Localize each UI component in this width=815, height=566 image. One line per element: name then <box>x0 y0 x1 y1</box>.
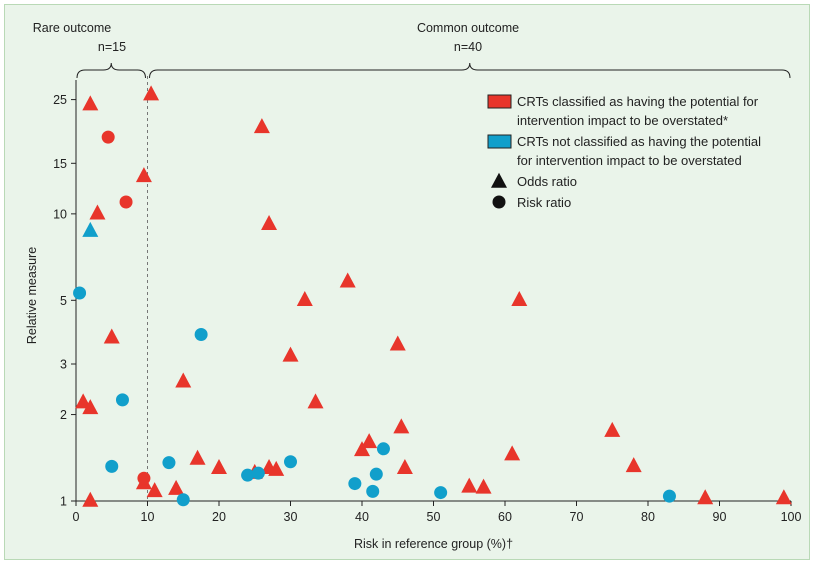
group-count-rare: n=15 <box>98 40 126 54</box>
overstated-odds-ratio-point <box>775 489 792 505</box>
x-tick-label: 0 <box>73 510 80 524</box>
y-axis-title: Relative measure <box>25 247 39 344</box>
not-overstated-risk-ratio-point <box>115 393 129 407</box>
overstated-odds-ratio-point <box>82 491 99 507</box>
triangle-icon <box>491 172 507 188</box>
legend-item-odds-ratio: Odds ratio <box>491 172 577 189</box>
legend-swatch-overstated <box>487 94 512 109</box>
legend-label-odds-ratio: Odds ratio <box>517 174 577 189</box>
overstated-odds-ratio-point <box>697 489 714 505</box>
not-overstated-risk-ratio-point <box>105 459 119 473</box>
x-tick-label: 50 <box>427 510 441 524</box>
overstated-odds-ratio-point <box>168 479 185 495</box>
circle-icon <box>492 195 506 209</box>
overstated-odds-ratio-point <box>389 335 406 351</box>
not-overstated-risk-ratio-point <box>176 493 190 507</box>
x-tick-label: 70 <box>570 510 584 524</box>
overstated-odds-ratio-point <box>268 460 285 476</box>
group-brace-rare <box>76 62 146 79</box>
y-tick-label: 25 <box>53 93 67 107</box>
not-overstated-odds-ratio-point <box>82 221 99 237</box>
not-overstated-risk-ratio-point <box>366 484 380 498</box>
overstated-odds-ratio-point <box>354 441 370 457</box>
group-annotations: Rare outcome n=15 Common outcome n=40 <box>33 21 791 79</box>
overstated-odds-ratio-point <box>146 482 163 498</box>
legend-swatch-not-overstated <box>487 134 512 149</box>
x-tick-label: 20 <box>212 510 226 524</box>
x-axis-title: Risk in reference group (%)† <box>354 537 513 551</box>
not-overstated-risk-ratio-point <box>73 286 87 300</box>
overstated-odds-ratio-point <box>361 433 378 449</box>
legend-label-overstated: intervention impact to be overstated* <box>517 113 728 128</box>
not-overstated-risk-ratio-point <box>376 442 390 456</box>
overstated-odds-ratio-point <box>175 372 192 388</box>
y-tick-label: 5 <box>60 294 67 308</box>
overstated-odds-ratio-point <box>625 457 642 473</box>
overstated-risk-ratio-point <box>137 471 151 485</box>
not-overstated-risk-ratio-point <box>434 486 448 500</box>
legend-item-not-overstated: CRTs not classified as having the potent… <box>487 134 761 168</box>
overstated-odds-ratio-point <box>75 393 92 409</box>
x-tick-label: 60 <box>498 510 512 524</box>
overstated-odds-ratio-point <box>504 445 521 461</box>
overstated-odds-ratio-point <box>89 204 106 220</box>
overstated-odds-ratio-point <box>211 458 227 474</box>
not-overstated-risk-ratio-point <box>284 455 297 469</box>
overstated-odds-ratio-point <box>261 214 278 230</box>
y-tick-label: 1 <box>60 495 67 509</box>
overstated-odds-ratio-point <box>135 167 152 183</box>
overstated-odds-ratio-point <box>511 290 528 306</box>
overstated-odds-ratio-point <box>307 393 324 409</box>
not-overstated-risk-ratio-point <box>662 489 676 503</box>
overstated-odds-ratio-point <box>282 346 299 362</box>
legend: CRTs classified as having the potential … <box>487 94 761 210</box>
group-brace-common <box>149 62 791 79</box>
not-overstated-risk-ratio-point <box>251 466 265 480</box>
not-overstated-risk-ratio-point <box>162 456 176 470</box>
overstated-odds-ratio-point <box>103 328 120 344</box>
y-tick-label: 10 <box>53 207 67 221</box>
legend-item-risk-ratio: Risk ratio <box>492 195 571 210</box>
x-tick-label: 10 <box>141 510 155 524</box>
overstated-odds-ratio-point <box>393 418 410 434</box>
y-tick-label: 15 <box>53 157 67 171</box>
overstated-odds-ratio-point <box>475 478 492 494</box>
not-overstated-risk-ratio-point <box>348 477 362 491</box>
x-tick-label: 100 <box>781 510 802 524</box>
x-tick-label: 40 <box>355 510 369 524</box>
overstated-odds-ratio-point <box>143 85 160 101</box>
overstated-odds-ratio-point <box>189 449 206 465</box>
overstated-risk-ratio-point <box>101 130 115 144</box>
not-overstated-risk-ratio-point <box>369 467 383 481</box>
y-tick-label: 2 <box>60 408 67 422</box>
not-overstated-risk-ratio-point <box>241 468 255 482</box>
legend-label-risk-ratio: Risk ratio <box>517 195 571 210</box>
overstated-odds-ratio-point <box>253 118 270 134</box>
y-tick-label: 3 <box>60 358 67 372</box>
data-points <box>73 85 792 507</box>
overstated-risk-ratio-point <box>119 195 133 209</box>
legend-label-not-overstated: CRTs not classified as having the potent… <box>517 134 761 149</box>
group-label-common: Common outcome <box>417 21 519 35</box>
not-overstated-risk-ratio-point <box>194 328 208 342</box>
legend-item-overstated: CRTs classified as having the potential … <box>487 94 759 128</box>
overstated-odds-ratio-point <box>461 477 478 493</box>
axes: 0 10 20 30 40 50 60 70 80 90 100 1 2 3 5 10 15 25 <box>53 76 801 524</box>
overstated-odds-ratio-point <box>604 421 621 437</box>
x-tick-label: 80 <box>641 510 655 524</box>
overstated-odds-ratio-point <box>82 95 99 111</box>
x-tick-label: 30 <box>284 510 298 524</box>
group-count-common: n=40 <box>454 40 482 54</box>
overstated-odds-ratio-point <box>296 290 313 306</box>
group-label-rare: Rare outcome <box>33 21 112 35</box>
overstated-odds-ratio-point <box>339 272 356 288</box>
overstated-odds-ratio-point <box>82 399 99 415</box>
legend-label-not-overstated: for intervention impact to be overstated <box>517 153 742 168</box>
x-tick-label: 90 <box>713 510 727 524</box>
overstated-odds-ratio-point <box>396 458 413 474</box>
legend-label-overstated: CRTs classified as having the potential … <box>517 94 759 109</box>
